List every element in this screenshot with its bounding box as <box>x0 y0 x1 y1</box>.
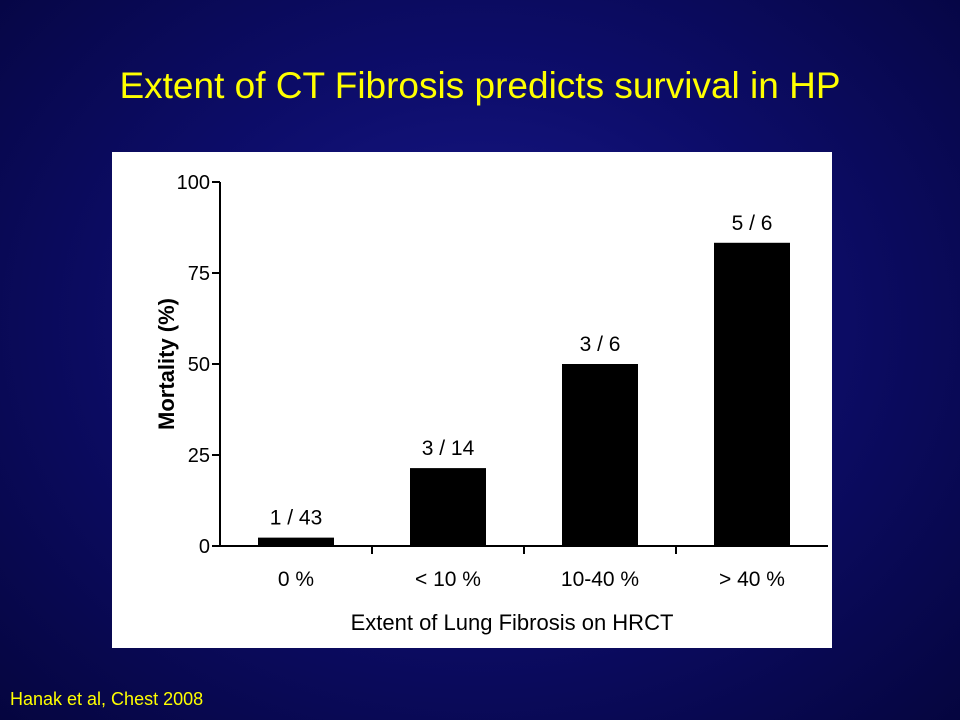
x-tick-label: 0 % <box>278 568 314 591</box>
bar <box>714 242 790 546</box>
bar <box>258 537 334 546</box>
bar-data-label: 3 / 6 <box>580 333 621 356</box>
y-tick-label: 75 <box>188 263 210 285</box>
data-labels: 1 / 43 3 / 14 3 / 6 5 / 6 <box>270 212 773 530</box>
bar <box>410 468 486 546</box>
y-tick-label: 25 <box>188 445 210 467</box>
x-tick-label: > 40 % <box>719 568 785 591</box>
bar-data-label: 3 / 14 <box>422 437 475 460</box>
y-tick-label: 0 <box>199 536 210 558</box>
y-tick-label: 50 <box>188 354 210 376</box>
y-axis-label: Mortality (%) <box>154 298 179 430</box>
x-tick-label: 10-40 % <box>561 568 639 591</box>
chart-panel: 0 25 50 75 100 0 % < 10 % 10-40 % > 40 % 1 / 43… <box>112 152 832 648</box>
bar-chart: 0 25 50 75 100 0 % < 10 % 10-40 % > 40 % 1 / 43… <box>154 172 828 635</box>
bars <box>258 242 790 546</box>
citation: Hanak et al, Chest 2008 <box>10 689 204 709</box>
y-axis: 0 25 50 75 100 <box>177 172 221 558</box>
y-tick-label: 100 <box>177 172 210 194</box>
bar <box>562 364 638 546</box>
x-axis: 0 % < 10 % 10-40 % > 40 % <box>220 545 828 591</box>
bar-data-label: 1 / 43 <box>270 507 323 530</box>
slide-title: Extent of CT Fibrosis predicts survival … <box>119 65 841 106</box>
x-tick-label: < 10 % <box>415 568 481 591</box>
x-axis-label: Extent of Lung Fibrosis on HRCT <box>351 610 674 635</box>
bar-data-label: 5 / 6 <box>732 212 773 235</box>
